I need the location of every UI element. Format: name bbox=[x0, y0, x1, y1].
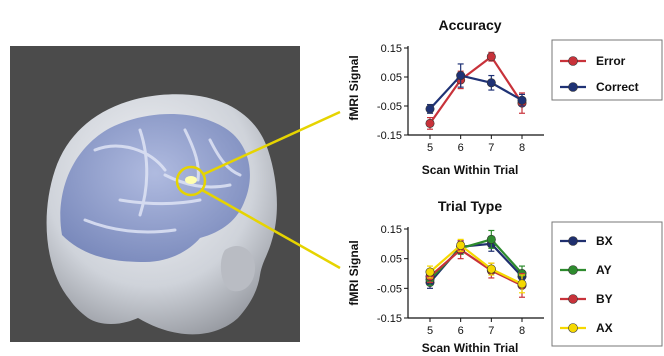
legend-marker-error bbox=[568, 56, 578, 66]
legend-label-bx: BX bbox=[596, 234, 613, 248]
y-tick-label: 0.15 bbox=[381, 224, 402, 236]
data-point-ay bbox=[486, 234, 496, 244]
legend-label-by: BY bbox=[596, 292, 613, 306]
y-tick-label: 0.05 bbox=[381, 254, 402, 266]
chart-accuracy-legend: Error Correct bbox=[551, 39, 663, 101]
chart-trial-type-ylabel: fMRI Signal bbox=[347, 240, 361, 305]
data-point-correct bbox=[456, 71, 466, 81]
data-point-ax bbox=[486, 264, 496, 274]
callout-line-bottom bbox=[201, 188, 341, 270]
y-tick-label: -0.05 bbox=[377, 101, 402, 113]
x-tick-label: 5 bbox=[427, 142, 433, 154]
chart-trial-type-xlabel: Scan Within Trial bbox=[422, 341, 519, 355]
x-tick-label: 8 bbox=[519, 325, 525, 337]
chart-accuracy-xlabel: Scan Within Trial bbox=[422, 163, 519, 177]
legend-marker-ax bbox=[568, 323, 578, 333]
legend-marker-by bbox=[568, 294, 578, 304]
y-tick-label: -0.15 bbox=[377, 313, 402, 325]
callout-line-top bbox=[203, 110, 341, 176]
y-tick-label: 0.05 bbox=[381, 72, 402, 84]
legend-label-correct: Correct bbox=[596, 80, 639, 94]
data-point-ax bbox=[425, 267, 435, 277]
chart-accuracy-title: Accuracy bbox=[438, 17, 501, 33]
chart-trial-type: Trial Type fMRI Signal Scan Within Trial… bbox=[347, 198, 663, 355]
data-point-error bbox=[425, 118, 435, 128]
activation-spot bbox=[185, 176, 197, 184]
activation-circle bbox=[175, 165, 207, 197]
cortex bbox=[60, 113, 250, 263]
series-line-by bbox=[429, 248, 523, 287]
legend-label-ay: AY bbox=[596, 263, 612, 277]
data-point-error bbox=[486, 52, 496, 62]
legend-marker-ay bbox=[568, 265, 578, 275]
chart-accuracy-ylabel: fMRI Signal bbox=[347, 55, 361, 120]
chart-trial-type-legend: BX AY BY AX bbox=[551, 221, 663, 347]
series-line-ax bbox=[429, 243, 523, 285]
x-tick-label: 7 bbox=[488, 325, 494, 337]
data-point-correct bbox=[425, 104, 435, 114]
x-tick-label: 5 bbox=[427, 325, 433, 337]
x-tick-label: 6 bbox=[458, 325, 464, 337]
ear bbox=[220, 246, 255, 292]
data-point-correct bbox=[486, 78, 496, 88]
brain-image bbox=[10, 46, 300, 342]
y-tick-label: -0.15 bbox=[377, 130, 402, 142]
data-point-ax bbox=[456, 240, 466, 250]
y-tick-label: -0.05 bbox=[377, 283, 402, 295]
x-tick-label: 6 bbox=[458, 142, 464, 154]
chart-accuracy-plot: 0.15 0.05 -0.05 -0.15 5 6 7 8 bbox=[377, 43, 544, 154]
series-line-correct bbox=[429, 74, 523, 110]
legend-marker-bx bbox=[568, 236, 578, 246]
chart-trial-type-plot: 0.15 0.05 -0.05 -0.15 5 6 7 8 bbox=[377, 224, 544, 337]
data-point-correct bbox=[517, 95, 527, 105]
chart-trial-type-title: Trial Type bbox=[438, 198, 503, 214]
legend-marker-correct bbox=[568, 82, 578, 92]
legend-label-error: Error bbox=[596, 54, 626, 68]
data-point-ax bbox=[517, 279, 527, 289]
x-tick-label: 7 bbox=[488, 142, 494, 154]
series-line-error bbox=[429, 55, 523, 125]
legend-label-ax: AX bbox=[596, 321, 613, 335]
y-tick-label: 0.15 bbox=[381, 43, 402, 55]
sulci bbox=[83, 128, 242, 234]
chart-accuracy: Accuracy fMRI Signal Scan Within Trial 0… bbox=[347, 17, 663, 177]
x-tick-label: 8 bbox=[519, 142, 525, 154]
